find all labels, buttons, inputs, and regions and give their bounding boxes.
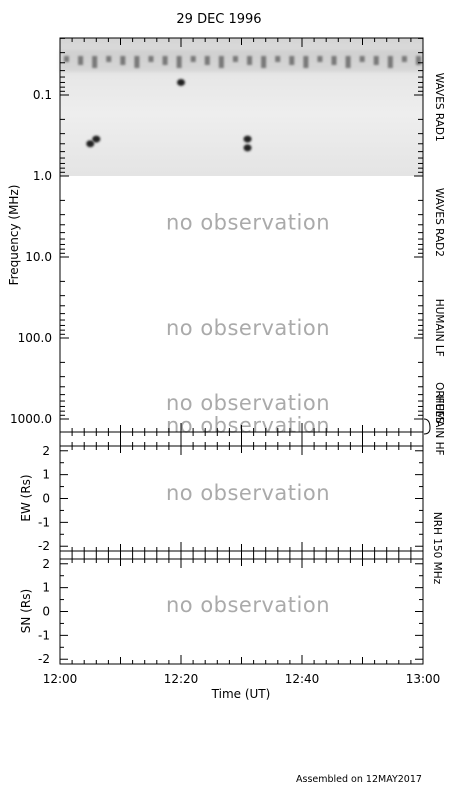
nrh-ew-panel: no observation EW (Rs) [19, 445, 424, 552]
instrument-label: HUMAIN HF [433, 395, 445, 455]
humain-hf-bracket [423, 418, 431, 435]
position-tick-label: -1 [38, 628, 50, 642]
position-tick-label: 0 [42, 605, 50, 619]
chart-title: 29 DEC 1996 [176, 12, 261, 27]
freq-tick-label: 100.0 [18, 331, 52, 345]
time-tick-label: 12:40 [285, 672, 320, 686]
freq-tick-label: 0.1 [33, 88, 52, 102]
time-axis: 12:00 12:20 12:40 13:00 [43, 672, 441, 686]
radio-burst-layer [60, 50, 423, 152]
instrument-label: WAVES RAD1 [433, 73, 445, 142]
radio-burst-blob [243, 135, 252, 143]
position-tick-label: 0 [42, 492, 50, 506]
instrument-label: WAVES RAD2 [433, 188, 445, 257]
no-observation-label: no observation [166, 391, 330, 415]
position-tick-label: -1 [38, 515, 50, 529]
time-axis-label: Time (UT) [211, 687, 271, 701]
freq-tick-label: 1.0 [33, 169, 52, 183]
frequency-axis-label: Frequency (MHz) [7, 185, 21, 286]
position-tick-label: -2 [38, 652, 50, 666]
type-iii-burst-band [60, 50, 423, 72]
position-tick-label: 1 [42, 581, 50, 595]
nrh-sn-panel: no observation SN (Rs) [19, 558, 424, 665]
radio-burst-blob [243, 144, 252, 152]
time-tick-label: 12:00 [43, 672, 78, 686]
no-observation-label: no observation [166, 316, 330, 340]
radio-burst-blob [86, 140, 95, 148]
position-tick-label: 2 [42, 444, 50, 458]
time-tick-label: 12:20 [164, 672, 199, 686]
instrument-labels: WAVES RAD1 WAVES RAD2 HUMAIN LF ORFEESHUMAI… [423, 73, 445, 456]
sn-no-observation: no observation [166, 593, 330, 617]
position-tick-label: 1 [42, 468, 50, 482]
tick-marks: 2 1 0 -1 -2 2 1 0 -1 -2 [38, 38, 424, 666]
ew-axis-label: EW (Rs) [19, 474, 33, 521]
no-observation-label: no observation [166, 210, 330, 234]
frequency-axis: 0.1 1.0 10.0 100.0 1000.0 [10, 37, 423, 426]
instrument-label: ORFEES [433, 382, 445, 424]
radio-burst-blob [177, 78, 185, 86]
sn-axis-label: SN (Rs) [19, 589, 33, 633]
nrh-instrument-label: NRH 150 MHz [431, 512, 443, 585]
time-tick-label: 13:00 [406, 672, 441, 686]
freq-tick-label: 10.0 [25, 250, 52, 264]
position-tick-label: 2 [42, 557, 50, 571]
no-observation-label: no observation [166, 414, 330, 438]
ew-no-observation: no observation [166, 481, 330, 505]
instrument-label: HUMAIN LF [433, 299, 445, 357]
position-tick-label: -2 [38, 539, 50, 553]
assembled-note: Assembled on 12MAY2017 [296, 774, 422, 785]
radio-burst-blob [92, 135, 101, 143]
freq-tick-label: 1000.0 [10, 412, 52, 426]
